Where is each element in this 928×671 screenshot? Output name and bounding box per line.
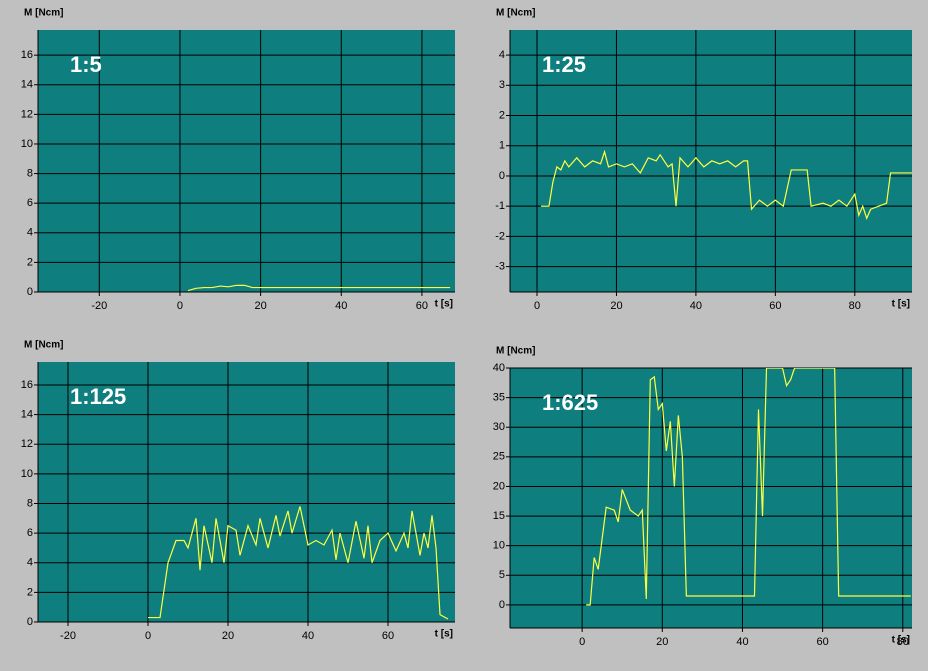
x-tick-label: 60 [382, 630, 394, 642]
y-axis-label: M [Ncm] [24, 340, 63, 351]
y-tick-label: 0 [499, 170, 505, 182]
x-tick-label: 40 [335, 300, 347, 312]
y-tick-label: 0 [27, 616, 33, 628]
x-tick-label: 0 [534, 300, 540, 312]
y-tick-label: 2 [27, 256, 33, 268]
y-tick-label: 8 [27, 497, 33, 509]
y-tick-label: 40 [493, 362, 505, 374]
annotation: 1:25 [542, 52, 586, 77]
y-tick-label: 6 [27, 527, 33, 539]
x-tick-label: 60 [816, 636, 828, 648]
plot-area [510, 368, 912, 628]
x-tick-label: 20 [222, 630, 234, 642]
x-tick-label: 20 [656, 636, 668, 648]
y-tick-label: 15 [493, 510, 505, 522]
plot-area [38, 30, 455, 292]
y-tick-label: 10 [21, 138, 33, 150]
y-tick-label: 14 [21, 408, 33, 420]
x-tick-label: 80 [897, 636, 909, 648]
chart-panel: 0 5 10 15 20 25 30 35 40 0 20 40 60 80 1:625 M [Ncm] t [… [493, 346, 912, 648]
x-tick-label: 40 [690, 300, 702, 312]
data-line [148, 506, 449, 620]
x-axis-label: t [s] [435, 299, 453, 310]
y-tick-label: -3 [495, 261, 505, 273]
chart-panel: 0 2 4 6 8 10 12 14 16 -20 0 20 40 60 1:125 M [Ncm] t [s] [21, 340, 455, 642]
plot-area [38, 362, 455, 622]
chart-panel: 0 2 4 6 8 10 12 14 16 -20 0 20 40 60 1:5 M [Ncm] t [s] [21, 8, 455, 312]
y-tick-label: 12 [21, 108, 33, 120]
y-tick-label: 20 [493, 480, 505, 492]
y-tick-label: 25 [493, 451, 505, 463]
y-tick-label: 30 [493, 421, 505, 433]
y-tick-label: 1 [499, 140, 505, 152]
y-tick-label: 10 [493, 540, 505, 552]
y-tick-label: 3 [499, 79, 505, 91]
y-axis-label: M [Ncm] [24, 8, 63, 19]
data-line [540, 149, 912, 220]
data-line [586, 368, 911, 606]
x-tick-label: -20 [60, 630, 76, 642]
x-axis-label: t [s] [435, 629, 453, 640]
y-tick-label: -1 [495, 200, 505, 212]
y-tick-label: 16 [21, 49, 33, 61]
x-tick-label: -20 [91, 300, 107, 312]
y-tick-label: 16 [21, 379, 33, 391]
x-axis-label: t [s] [892, 299, 910, 310]
x-tick-label: 20 [254, 300, 266, 312]
y-tick-label: 5 [499, 569, 505, 581]
data-line [187, 284, 451, 292]
y-tick-label: 10 [21, 468, 33, 480]
y-axis-label: M [Ncm] [496, 346, 535, 357]
x-tick-label: 0 [145, 630, 151, 642]
y-tick-label: 35 [493, 392, 505, 404]
x-tick-label: 60 [416, 300, 428, 312]
x-tick-label: 20 [610, 300, 622, 312]
y-tick-label: 12 [21, 438, 33, 450]
x-tick-label: 40 [736, 636, 748, 648]
annotation: 1:625 [542, 390, 598, 415]
x-axis-label: t [s] [892, 635, 910, 646]
annotation: 1:5 [70, 52, 102, 77]
y-tick-label: 2 [27, 586, 33, 598]
y-tick-label: 0 [499, 599, 505, 611]
x-tick-label: 0 [579, 636, 585, 648]
y-tick-label: 4 [27, 227, 33, 239]
x-tick-label: 80 [849, 300, 861, 312]
y-axis-label: M [Ncm] [496, 8, 535, 19]
y-tick-label: 4 [27, 557, 33, 569]
x-tick-label: 0 [177, 300, 183, 312]
x-tick-label: 60 [769, 300, 781, 312]
y-tick-label: 6 [27, 197, 33, 209]
x-tick-label: 40 [302, 630, 314, 642]
annotation: 1:125 [70, 384, 126, 409]
y-tick-label: 14 [21, 79, 33, 91]
y-tick-label: 2 [499, 109, 505, 121]
y-tick-label: 4 [499, 49, 505, 61]
y-tick-label: 0 [27, 286, 33, 298]
y-tick-label: -2 [495, 230, 505, 242]
y-tick-label: 8 [27, 167, 33, 179]
